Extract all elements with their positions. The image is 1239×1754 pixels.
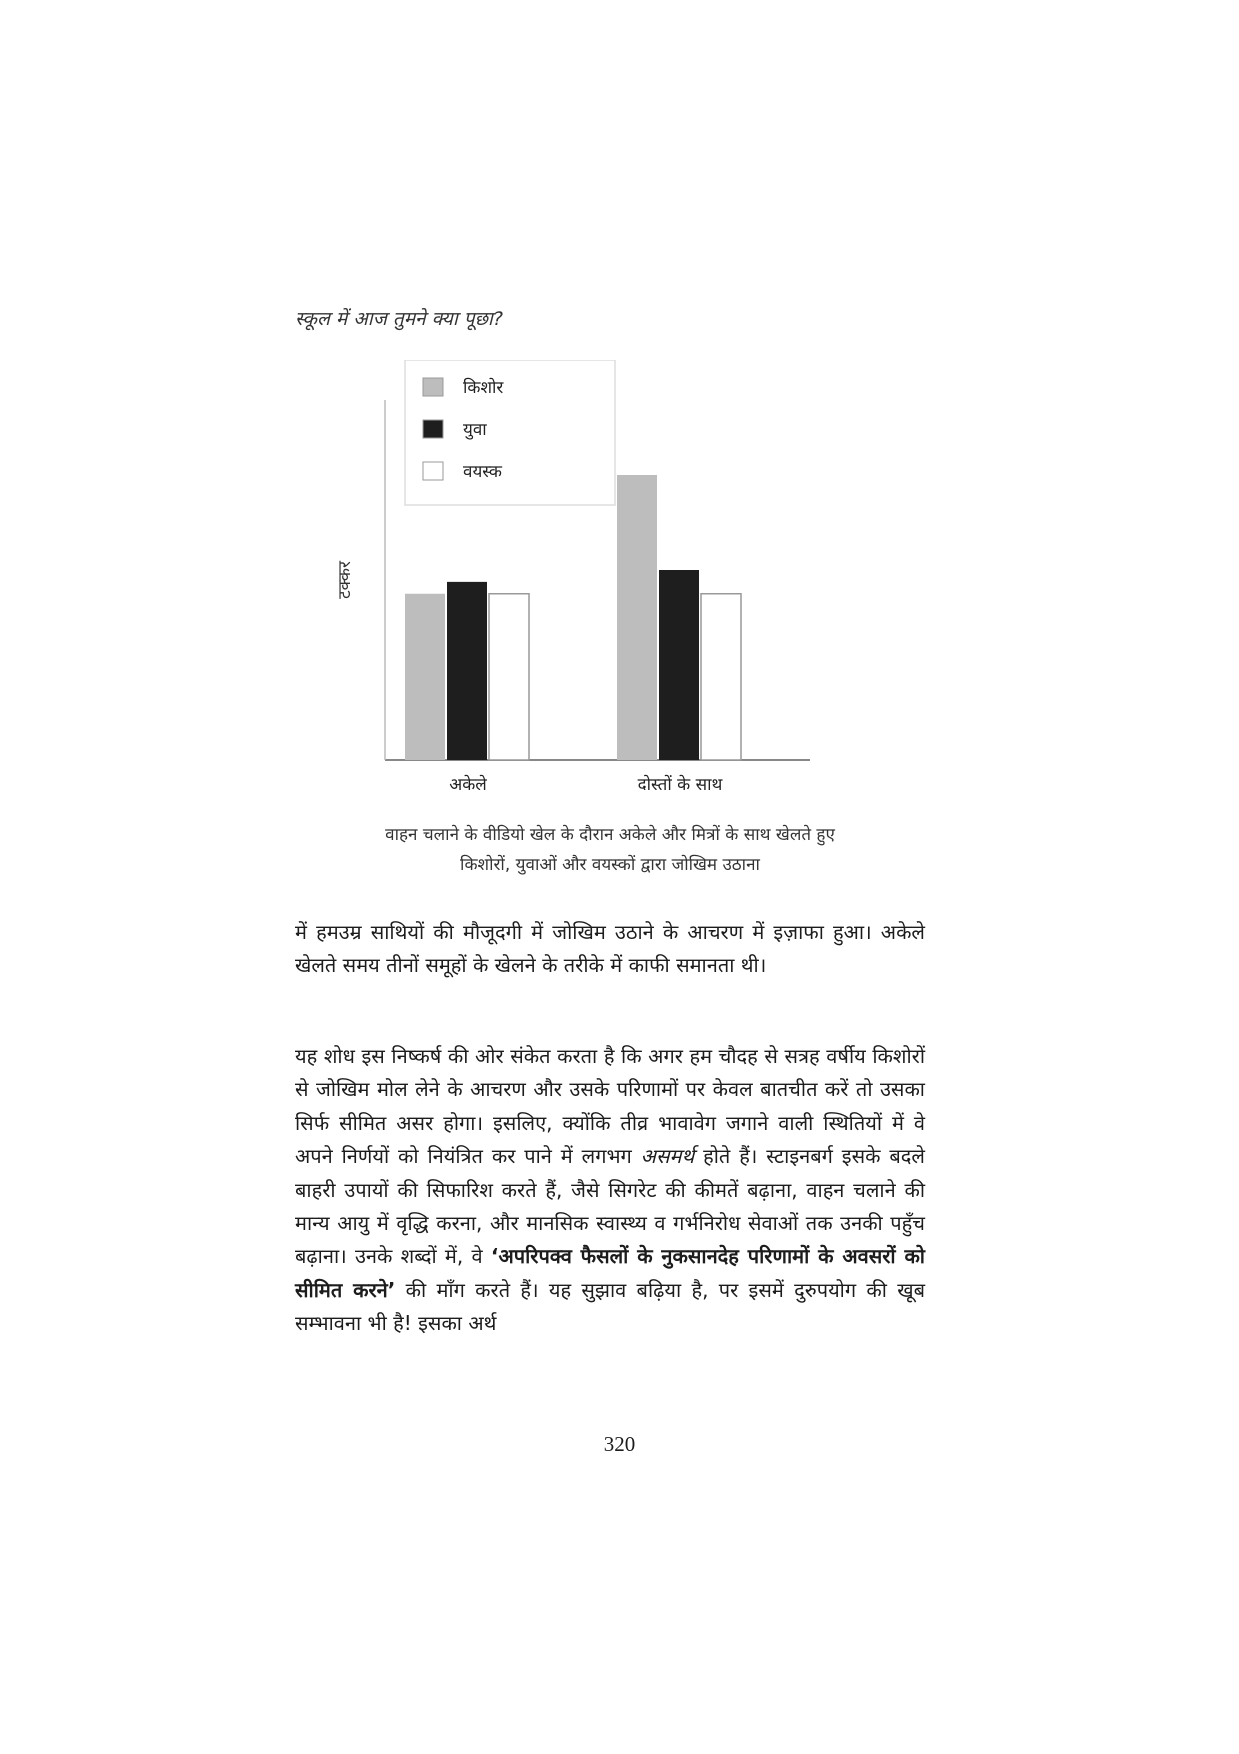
bar-1-1 (405, 593, 445, 760)
paragraph-2-text-b: होते हैं। स्टाइनबर्ग इसके बदले बाहरी उपा… (295, 1144, 925, 1269)
page-number: 320 (603, 1432, 636, 1456)
paragraph-2-text-a: यह शोध इस निष्कर्ष की ओर संकेत करता है क… (295, 1044, 925, 1169)
legend-swatch-3 (422, 461, 444, 481)
legend-label-1: किशोर (463, 377, 504, 398)
bar-1-3 (488, 593, 530, 761)
figure-caption-line-1: वाहन चलाने के वीडियो खेल के दौरान अकेले … (385, 825, 835, 845)
bar-2-1 (617, 475, 657, 760)
legend-swatch-2 (422, 419, 444, 439)
paragraph-2-italic: असमर्थ (640, 1144, 695, 1169)
figure-caption-line-2: किशोरों, युवाओं और वयस्कों द्वारा जोखिम … (460, 855, 760, 875)
running-title: स्कूल में आज तुमने क्या पूछा? (295, 308, 503, 330)
legend-label-2: युवा (463, 420, 487, 440)
bar-1-2 (447, 581, 487, 760)
bar-chart: किशोर युवा वयस्क टक्कर अकेले दोस्तों के साथ (335, 360, 810, 790)
bar-2-3 (700, 593, 742, 761)
paragraph-1: में हमउम्र साथियों की मौजूदगी में जोखिम … (295, 920, 925, 978)
paragraph-2: यह शोध इस निष्कर्ष की ओर संकेत करता है क… (295, 1040, 925, 1341)
chart-labels: अकेले दोस्तों के साथ (449, 774, 723, 790)
x-tick-label-2: दोस्तों के साथ (638, 774, 724, 790)
y-axis-label: टक्कर (335, 560, 355, 599)
bar-2-2 (659, 570, 699, 760)
chart-bars (405, 475, 742, 761)
chart-legend: किशोर युवा वयस्क (404, 360, 616, 506)
x-tick-label-1: अकेले (449, 774, 487, 790)
paragraph-2-text-c: की माँग करते हैं। यह सुझाव बढ़िया है, पर… (295, 1277, 925, 1336)
legend-swatch-1 (422, 377, 444, 397)
legend-label-3: वयस्क (463, 462, 503, 482)
paragraph-2-bold-quote: ‘अपरिपक्व फैसलों के नुकसानदेह परिणामों क… (295, 1244, 925, 1302)
